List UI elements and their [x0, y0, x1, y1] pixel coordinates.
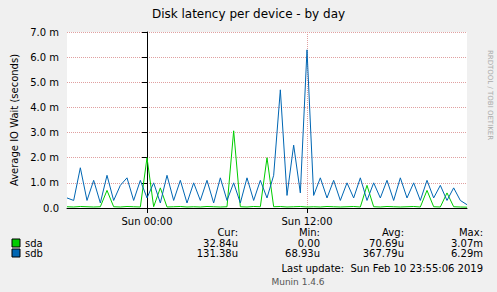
svg-text:3.0 m: 3.0 m [30, 127, 59, 138]
svg-text:4.0 m: 4.0 m [30, 102, 59, 113]
svg-text:Last update: Sun Feb 10 23:55: Last update: Sun Feb 10 23:55:06 2019 [282, 263, 484, 274]
svg-text:Avg:: Avg: [382, 227, 404, 238]
svg-text:68.93u: 68.93u [285, 248, 320, 259]
svg-text:Cur:: Cur: [217, 227, 238, 238]
svg-text:7.0 m: 7.0 m [30, 27, 59, 38]
svg-text:32.84u: 32.84u [203, 237, 238, 249]
svg-text:Average IO Wait (seconds): Average IO Wait (seconds) [9, 54, 20, 186]
svg-text:RRDTOOL / TOBI OETIKER: RRDTOOL / TOBI OETIKER [486, 50, 494, 140]
svg-text:3.07m: 3.07m [451, 237, 483, 249]
svg-text:131.38u: 131.38u [197, 248, 238, 259]
svg-text:sdb: sdb [25, 248, 43, 259]
svg-text:6.0 m: 6.0 m [30, 52, 59, 63]
svg-text:5.0 m: 5.0 m [30, 77, 59, 88]
svg-text:Munin 1.4.6: Munin 1.4.6 [271, 277, 324, 287]
svg-text:Disk latency per device - by d: Disk latency per device - by day [152, 7, 345, 21]
svg-text:Sun 12:00: Sun 12:00 [281, 216, 332, 227]
svg-text:Min:: Min: [299, 227, 320, 238]
svg-text:1.0 m: 1.0 m [30, 177, 59, 188]
svg-text:70.69u: 70.69u [369, 237, 404, 249]
svg-text:Sun 00:00: Sun 00:00 [121, 216, 172, 227]
svg-text:Max:: Max: [459, 227, 483, 238]
svg-text:0.0: 0.0 [43, 203, 59, 214]
svg-text:6.29m: 6.29m [451, 248, 483, 259]
svg-text:sda: sda [25, 237, 43, 249]
svg-text:367.79u: 367.79u [363, 248, 404, 259]
svg-text:2.0 m: 2.0 m [30, 152, 59, 163]
svg-text:0.00: 0.00 [297, 237, 320, 249]
